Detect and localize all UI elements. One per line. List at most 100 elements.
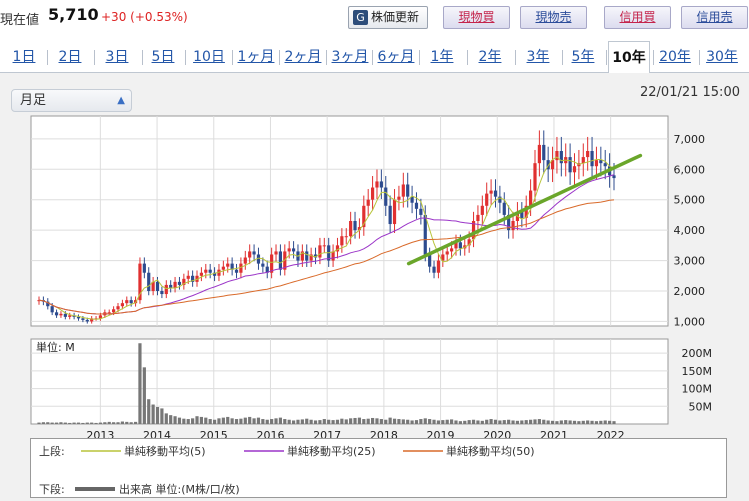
volume-bar [283, 419, 287, 424]
volume-bar [384, 419, 388, 424]
volume-bar [388, 417, 392, 424]
tab-15[interactable]: 30年 [706, 49, 738, 65]
candle-body [432, 266, 436, 273]
volume-bar [353, 417, 357, 424]
candle-body [182, 278, 186, 285]
candle-body [511, 221, 515, 231]
volume-bar [335, 419, 340, 424]
tab-4[interactable]: 10日 [193, 49, 225, 65]
volume-bar [419, 419, 423, 424]
volume-bar [520, 420, 524, 424]
tab-0[interactable]: 1日 [12, 49, 36, 65]
tab-12[interactable]: 5年 [571, 49, 595, 65]
candle-body [217, 269, 221, 276]
candle-body [599, 160, 603, 164]
candle-body [467, 239, 471, 246]
tab-6[interactable]: 2ヶ月 [284, 49, 322, 65]
candle-body [357, 227, 362, 231]
volume-bar [318, 420, 322, 424]
interval-select[interactable]: 月足 ▲ [11, 89, 132, 112]
volume-bar [265, 419, 269, 424]
volume-bar [296, 419, 300, 424]
volume-bar [186, 419, 190, 424]
cash-sell-button[interactable]: 現物売 [520, 6, 587, 29]
volume-bar [529, 419, 533, 424]
tab-9[interactable]: 1年 [430, 49, 454, 65]
legend-upper-label: 上段: [39, 444, 65, 458]
tab-2[interactable]: 3日 [105, 49, 129, 65]
volume-bar [256, 417, 261, 424]
candle-body [581, 157, 585, 164]
margin-buy-button[interactable]: 信用買 [604, 6, 671, 29]
volume-bar [313, 420, 318, 424]
margin-sell-button[interactable]: 信用売 [681, 6, 748, 29]
refresh-price-button[interactable]: G 株価更新 [348, 6, 428, 29]
candle-body [458, 242, 462, 249]
tab-10[interactable]: 2年 [478, 49, 502, 65]
candle-body [590, 151, 594, 167]
tab-8[interactable]: 6ヶ月 [377, 49, 415, 65]
candle-body [441, 254, 445, 261]
candle-body [331, 251, 335, 261]
volume-bar [436, 420, 441, 424]
candle-body [107, 312, 111, 314]
candle-body [173, 281, 177, 288]
trend-line [406, 153, 643, 266]
candle-body [502, 202, 506, 215]
candle-body [252, 251, 256, 255]
volume-bar [340, 418, 344, 424]
candle-body [147, 272, 151, 291]
volume-bar [608, 420, 612, 424]
price-tick-label: 4,000 [674, 224, 706, 237]
tab-5[interactable]: 1ヶ月 [237, 49, 275, 65]
volume-bar [208, 419, 212, 424]
volume-bar [151, 404, 155, 424]
candle-body [520, 211, 524, 218]
candle-body [537, 144, 541, 164]
candle-body [414, 202, 419, 209]
candle-body [586, 151, 590, 158]
volume-bar [243, 417, 247, 424]
candle-body [50, 306, 54, 313]
candle-body [129, 300, 133, 304]
candle-body [318, 245, 322, 258]
candle-body [366, 199, 370, 206]
volume-bar [59, 422, 63, 424]
volume-bar [489, 419, 493, 424]
candle-body [529, 190, 533, 206]
candle-body [454, 242, 458, 249]
candle-body [489, 190, 493, 194]
candle-body [191, 275, 195, 282]
volume-bar [160, 408, 164, 424]
candle-body [498, 196, 502, 203]
candle-body [234, 269, 239, 273]
volume-bar [546, 420, 550, 424]
volume-bar [493, 419, 498, 424]
tab-14[interactable]: 20年 [659, 49, 691, 65]
tab-separator [562, 50, 563, 65]
volume-bar [169, 415, 173, 424]
volume-bar [524, 420, 528, 424]
quote-header: 現在値 5,710 +30 (+0.53%) G 株価更新 現物買 現物売 信用… [0, 0, 749, 34]
tab-3[interactable]: 5日 [151, 49, 175, 65]
candle-body [335, 245, 340, 252]
candle-body [344, 236, 348, 238]
candle-body [375, 181, 379, 188]
candle-body [120, 303, 124, 307]
tab-11[interactable]: 3年 [526, 49, 550, 65]
volume-bar [458, 421, 462, 424]
tab-1[interactable]: 2日 [58, 49, 82, 65]
volume-bar [138, 343, 142, 424]
cash-buy-button[interactable]: 現物買 [443, 6, 510, 29]
tab-7[interactable]: 3ヶ月 [331, 49, 369, 65]
candle-body [256, 254, 261, 264]
volume-bar [392, 418, 397, 424]
candle-body [177, 281, 182, 285]
candle-body [524, 205, 528, 218]
volume-bar [261, 419, 265, 424]
candle-body [265, 266, 269, 273]
volume-bar [586, 420, 590, 424]
candle-body [155, 281, 160, 291]
volume-bar [191, 418, 195, 424]
